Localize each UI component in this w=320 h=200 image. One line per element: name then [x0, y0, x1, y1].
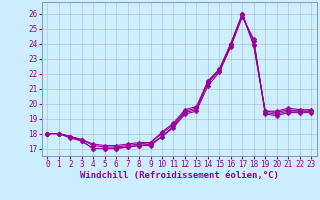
- X-axis label: Windchill (Refroidissement éolien,°C): Windchill (Refroidissement éolien,°C): [80, 171, 279, 180]
